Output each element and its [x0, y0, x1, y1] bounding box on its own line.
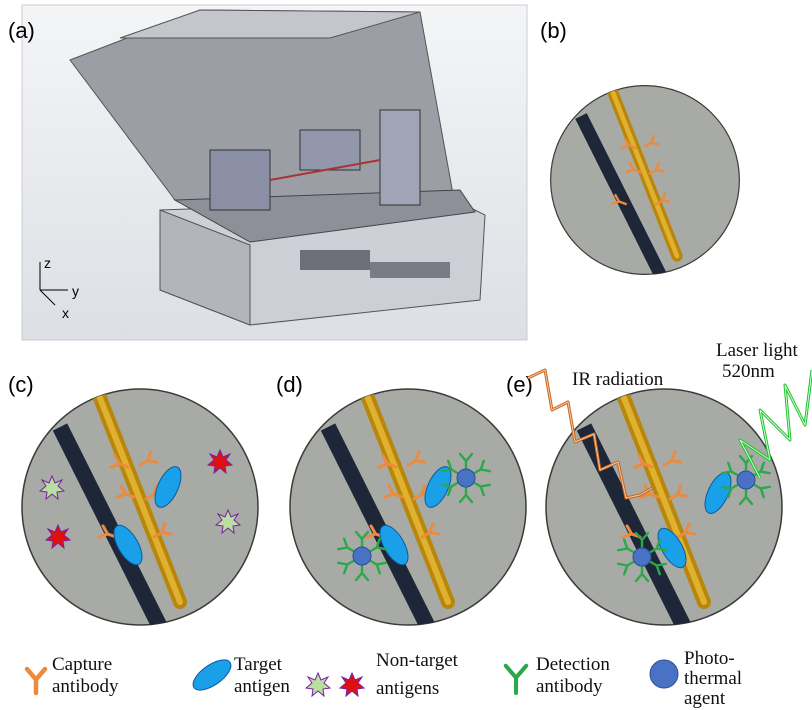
legend-label: thermal — [684, 668, 742, 689]
panel-label: (a) — [8, 18, 35, 43]
axis-label: z — [44, 255, 51, 271]
axis-label: y — [72, 283, 79, 299]
annotation: 520nm — [722, 361, 775, 382]
scene-e — [528, 347, 812, 647]
legend-label: Photo- — [684, 648, 735, 669]
scene-d — [290, 347, 526, 647]
panel-label: (e) — [506, 372, 533, 397]
panel-label: (d) — [276, 372, 303, 397]
scene-c — [22, 347, 258, 647]
legend-label: Detection — [536, 654, 610, 675]
legend-label: antigen — [234, 676, 290, 697]
axis-label: x — [62, 305, 69, 321]
cad-render — [22, 5, 527, 340]
legend-label: antibody — [52, 676, 119, 697]
legend-label: antigens — [376, 678, 439, 699]
legend-label: agent — [684, 688, 726, 709]
figure: z y x (a) (b) (c) (d) (e) IR radiation L… — [0, 0, 812, 710]
panel-label: (c) — [8, 372, 34, 397]
legend-label: antibody — [536, 676, 603, 697]
legend-label: Non-target — [376, 650, 459, 671]
legend-label: Capture — [52, 654, 112, 675]
annotation: IR radiation — [572, 369, 664, 390]
legend-label: Target — [234, 654, 283, 675]
scene-b — [551, 52, 740, 292]
annotation: Laser light — [716, 340, 799, 361]
panel-label: (b) — [540, 18, 567, 43]
